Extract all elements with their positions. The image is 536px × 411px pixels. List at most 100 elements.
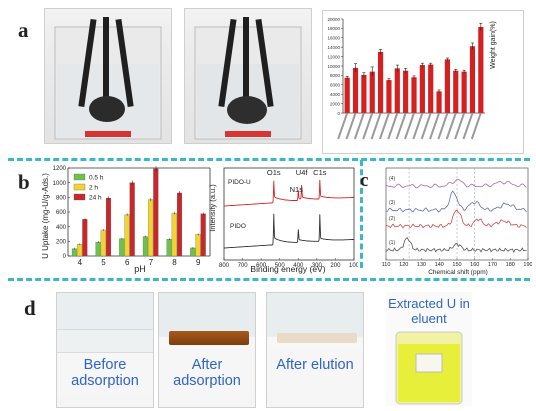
xps-peak-label: U4f [296, 168, 309, 177]
u-uptake-bar [105, 197, 112, 257]
xps-line-pido [224, 213, 355, 249]
xps-tick-label: 400 [293, 263, 304, 269]
eluent-flask-illustration [395, 331, 463, 405]
weight-gain-bar [377, 51, 384, 113]
weight-gain-tick-label: 20000 [327, 17, 340, 22]
u-uptake-category-label: 5 [101, 258, 106, 267]
u-uptake-legend-label: 0.5 h [89, 175, 104, 182]
u-uptake-chart: U Uptake (mg-U/g-Ads.) pH 0 200 400 600 800 1… [41, 166, 211, 274]
u-uptake-category-label: 7 [149, 258, 154, 267]
u-uptake-bar [71, 248, 77, 257]
weight-gain-category-label [362, 112, 374, 140]
u-uptake-bar [171, 212, 177, 257]
nmr-spectrum-chart: Chemical shift (ppm) 110 120 130 140 150 160 1… [382, 167, 532, 276]
nmr-spectrum-line [385, 178, 527, 189]
nmr-series-label: (1) [389, 240, 395, 246]
weight-gain-category-label [420, 112, 432, 140]
nmr-tick-label: 120 [399, 262, 408, 268]
weight-gain-category-label [454, 112, 466, 140]
weight-gain-bar [403, 70, 409, 113]
u-uptake-legend-label: 2 h [89, 185, 98, 192]
weight-gain-category-label [437, 112, 449, 140]
weight-gain-bar [344, 77, 350, 113]
nmr-tick-label: 110 [382, 262, 391, 268]
u-uptake-tick-label: 800 [56, 196, 67, 202]
xps-tick-label: 800 [219, 263, 230, 269]
u-uptake-legend-label: 24 h [89, 195, 102, 202]
weight-gain-ylabel: Weight gain(%) [490, 21, 497, 69]
panel-label-a: a [18, 18, 29, 42]
weight-gain-tick-label: 12000 [327, 54, 340, 59]
u-uptake-bar [166, 239, 172, 257]
weight-gain-bar [419, 65, 425, 113]
nmr-xlabel: Chemical shift (ppm) [428, 269, 488, 276]
beaker-1-illustration [54, 17, 162, 140]
nmr-tick-label: 160 [470, 262, 479, 268]
photo-beaker-1 [44, 8, 172, 144]
weight-gain-category-label [462, 112, 474, 140]
xps-line-pido-u [224, 179, 354, 207]
xps-frame [223, 167, 355, 261]
weight-gain-bar [453, 70, 459, 113]
weight-gain-tick-label: 8000 [330, 73, 341, 78]
weight-gain-tick-label: 14000 [327, 45, 340, 50]
u-uptake-bar [176, 192, 183, 257]
xps-series-label-pido: PIDO [230, 223, 246, 230]
u-uptake-tick-label: 600 [56, 210, 67, 216]
weight-gain-category-label [470, 112, 482, 140]
weight-gain-bar [469, 46, 476, 114]
xps-spectrum-chart: Intensity (a.u.) Binding energy (eV) 800… [208, 167, 358, 274]
weight-gain-bar [478, 26, 484, 114]
u-uptake-legend-swatch [73, 193, 86, 201]
weight-gain-chart-frame: Weight gain(%) 0 2000 4000 6000 8000 10000 120… [322, 10, 524, 154]
u-uptake-bar [95, 241, 101, 257]
u-uptake-legend-swatch [73, 173, 86, 181]
photo-before-adsorption: Before adsorption [56, 292, 154, 408]
xps-xlabel: Binding energy (eV) [250, 264, 325, 274]
separator-bottom [8, 278, 530, 281]
xps-tick-label: 700 [238, 263, 249, 269]
caption-after-adsorption: After adsorption [173, 357, 241, 389]
xps-peak-label: N1s [290, 185, 304, 194]
weight-gain-category-label [378, 112, 390, 140]
nmr-series-label: (3) [389, 200, 395, 206]
xps-tick-label: 100 [349, 263, 358, 269]
nmr-series-label: (4) [389, 176, 395, 182]
weight-gain-category-label [412, 112, 424, 140]
u-uptake-bar [124, 214, 130, 257]
xps-series-label-pido-u: PIDO-U [228, 179, 251, 186]
weight-gain-category-label [345, 112, 357, 140]
nmr-tick-label: 150 [452, 262, 461, 268]
u-uptake-bar [148, 199, 154, 257]
nmr-spectrum-line [385, 237, 527, 253]
weight-gain-category-label [445, 112, 457, 140]
nmr-series-label: (2) [389, 216, 395, 222]
weight-gain-tick-label: 16000 [327, 36, 340, 41]
weight-gain-tick-label: 18000 [327, 26, 340, 31]
xps-tick-label: 300 [312, 263, 323, 269]
panel-label-d: d [24, 296, 36, 320]
photo-after-adsorption: After adsorption [158, 292, 256, 408]
u-uptake-tick-label: 1200 [53, 166, 67, 172]
u-uptake-tick-label: 1000 [53, 181, 67, 187]
weight-gain-bar [352, 67, 359, 113]
weight-gain-category-label [395, 112, 407, 140]
beaker-2-illustration [194, 17, 302, 140]
weight-gain-bar [361, 74, 367, 113]
u-uptake-category-label: 4 [78, 258, 83, 267]
weight-gain-bar [411, 77, 417, 113]
xps-tick-label: 200 [330, 263, 341, 269]
u-uptake-category-label: 8 [172, 258, 177, 267]
u-uptake-bar [195, 234, 201, 257]
weight-gain-category-label [353, 112, 365, 140]
weight-gain-tick-label: 10000 [327, 64, 340, 69]
u-uptake-category-label: 6 [125, 258, 130, 267]
u-uptake-bar [77, 244, 83, 257]
weight-gain-chart: Weight gain(%) 0 2000 4000 6000 8000 10000 120… [327, 17, 497, 140]
weight-gain-category-label [370, 112, 382, 140]
u-uptake-tick-label: 0 [63, 254, 67, 260]
xps-peak-label: O1s [267, 168, 281, 177]
weight-gain-bar [461, 71, 467, 113]
weight-gain-bar [436, 91, 442, 113]
weight-gain-bar [394, 68, 400, 113]
